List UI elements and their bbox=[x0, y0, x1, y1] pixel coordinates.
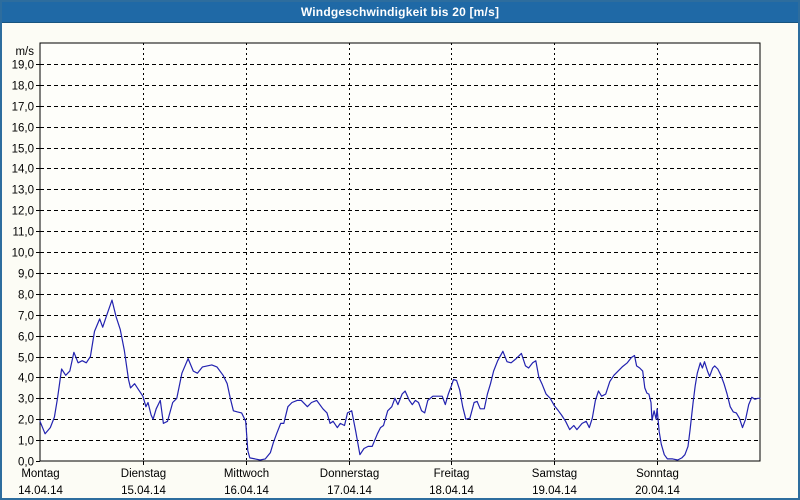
x-axis-date-label: 16.04.14 bbox=[224, 485, 269, 497]
y-axis-tick-label: 15,0 bbox=[12, 144, 34, 156]
y-axis-tick-label: 17,0 bbox=[12, 102, 34, 114]
x-axis-date-label: 14.04.14 bbox=[18, 485, 63, 497]
y-axis-tick-label: 7,0 bbox=[18, 311, 34, 323]
y-axis-tick-label: 8,0 bbox=[18, 290, 34, 302]
title-bar: Windgeschwindigkeit bis 20 [m/s] bbox=[2, 2, 798, 23]
y-axis-unit-label: m/s bbox=[15, 46, 34, 58]
y-axis-tick-label: 18,0 bbox=[12, 81, 34, 93]
y-axis-tick-label: 5,0 bbox=[18, 353, 34, 365]
x-axis-day-label: Sonntag bbox=[636, 468, 679, 480]
y-axis-tick-label: 1,0 bbox=[18, 436, 34, 448]
x-axis-date-label: 15.04.14 bbox=[121, 485, 166, 497]
x-axis-date-label: 20.04.14 bbox=[635, 485, 680, 497]
x-axis-day-label: Dienstag bbox=[121, 468, 166, 480]
y-axis-tick-label: 0,0 bbox=[18, 457, 34, 469]
x-axis-day-label: Donnerstag bbox=[320, 468, 379, 480]
x-axis-day-label: Freitag bbox=[434, 468, 470, 480]
x-axis-day-label: Montag bbox=[21, 468, 59, 480]
wind-speed-curve bbox=[39, 299, 761, 461]
y-axis-tick-label: 13,0 bbox=[12, 185, 34, 197]
y-axis-tick-label: 3,0 bbox=[18, 394, 34, 406]
x-axis-date-label: 17.04.14 bbox=[327, 485, 372, 497]
y-axis-tick-label: 4,0 bbox=[18, 373, 34, 385]
window-title: Windgeschwindigkeit bis 20 [m/s] bbox=[300, 5, 500, 19]
y-axis-tick-label: 6,0 bbox=[18, 332, 34, 344]
y-axis-tick-label: 2,0 bbox=[18, 415, 34, 427]
x-axis-day-label: Mittwoch bbox=[224, 468, 269, 480]
x-axis-day-label: Samstag bbox=[532, 468, 577, 480]
y-axis-tick-label: 11,0 bbox=[12, 227, 34, 239]
y-axis-tick-label: 19,0 bbox=[12, 60, 34, 72]
y-axis-tick-label: 12,0 bbox=[12, 206, 34, 218]
y-axis-tick-label: 16,0 bbox=[12, 123, 34, 135]
y-axis-tick-label: 10,0 bbox=[12, 248, 34, 260]
x-axis-date-label: 19.04.14 bbox=[532, 485, 577, 497]
x-axis-date-label: 18.04.14 bbox=[429, 485, 474, 497]
y-axis-tick-label: 9,0 bbox=[18, 269, 34, 281]
wind-speed-chart: 0,0 1,0 2,0 3,0 4,0 5,0 6,0 7,0 8,0 9,0 10,0 11,0 12… bbox=[12, 42, 761, 497]
y-axis-tick-label: 14,0 bbox=[12, 164, 34, 176]
chart-area: 0,0 1,0 2,0 3,0 4,0 5,0 6,0 7,0 8,0 9,0 10,0 11,0 12… bbox=[2, 23, 798, 498]
